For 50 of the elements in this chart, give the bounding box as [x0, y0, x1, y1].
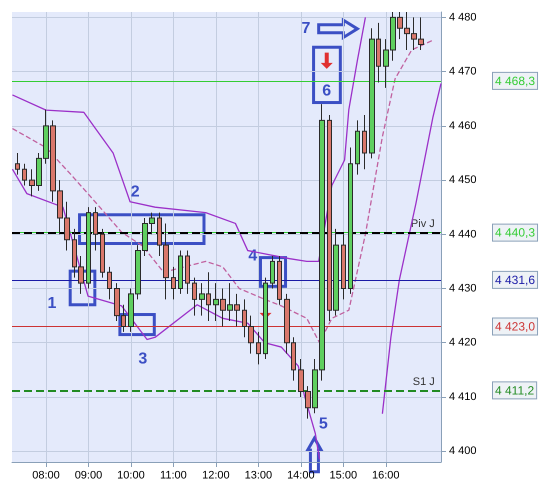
x-tick-label: 09:00 — [74, 470, 102, 482]
annotation: 7 — [301, 20, 310, 37]
candlestick — [263, 277, 268, 360]
x-tick-label: 14:00 — [287, 470, 315, 482]
line-series — [12, 40, 434, 344]
y-tick-label: 4 440 — [449, 228, 477, 240]
x-tick-label: 16:00 — [372, 470, 400, 482]
x-tick-label: 13:00 — [244, 470, 272, 482]
y-tick-label: 4 480 — [449, 11, 477, 24]
candlestick — [348, 147, 353, 294]
candlestick — [86, 206, 91, 290]
candlestick — [93, 206, 98, 252]
ref-line-label: 4 440,3 — [495, 226, 536, 240]
y-tick-label: 4 430 — [449, 282, 477, 295]
x-tick-label: 08:00 — [32, 470, 60, 482]
ref-line-label: 4 468,3 — [495, 74, 536, 88]
candlestick — [192, 277, 197, 316]
x-tick-label: 10:00 — [117, 470, 145, 482]
ref-line-label: 4 423,0 — [495, 319, 536, 334]
candlestick — [107, 266, 112, 300]
y-tick-label: 4 450 — [449, 174, 477, 186]
x-tick-label: 11:00 — [160, 470, 187, 482]
candlestick — [355, 120, 360, 176]
candlestick — [277, 255, 282, 306]
candlestick — [362, 114, 367, 170]
candlestick — [185, 250, 190, 294]
candlestick — [270, 255, 275, 290]
annotation: 6 — [322, 82, 332, 100]
candlestick — [100, 228, 105, 278]
ref-line-label: 4 411,2 — [495, 383, 534, 398]
y-tick-label: 4 420 — [449, 336, 477, 349]
candlestick — [15, 152, 20, 176]
x-tick-label: 12:00 — [202, 470, 230, 482]
annotation: S1 J — [412, 376, 435, 388]
y-tick-label: 4 400 — [449, 445, 477, 458]
candlestick — [22, 163, 27, 186]
annotation: 2 — [130, 184, 140, 200]
y-tick-label: 4 410 — [449, 390, 477, 403]
candlestick — [341, 234, 346, 300]
candlestick — [178, 250, 183, 294]
candlestick — [256, 331, 261, 365]
ref-line-label: 4 431,6 — [495, 272, 536, 287]
y-tick-label: 4 470 — [449, 66, 477, 78]
candlestick — [171, 266, 176, 300]
annotation: 5 — [318, 416, 328, 433]
x-tick-label: 15:00 — [330, 470, 358, 482]
y-tick-label: 4 460 — [449, 120, 477, 132]
annotation: 1 — [47, 295, 56, 312]
line-series — [12, 16, 366, 262]
annotation: 3 — [138, 350, 148, 368]
